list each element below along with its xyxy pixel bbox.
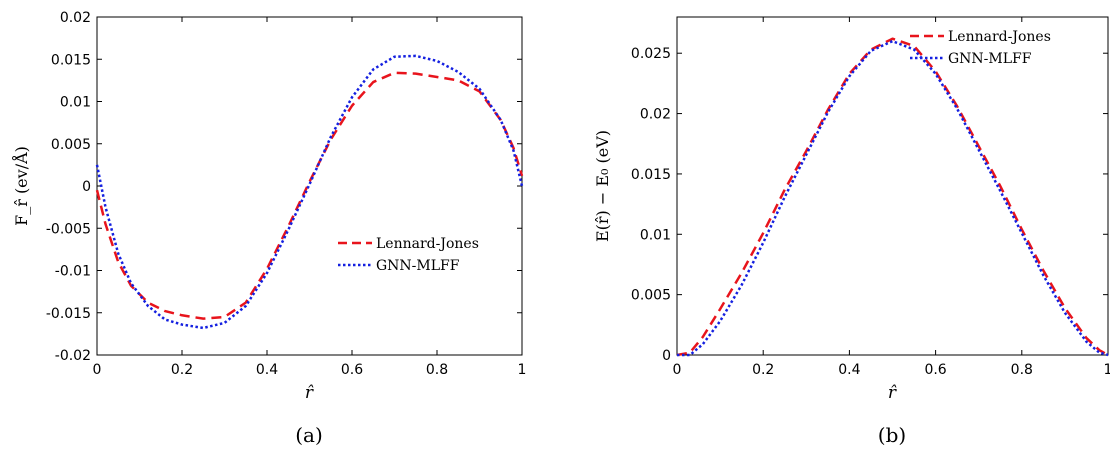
chart-b-series-gnn-mlff-line bbox=[677, 39, 1109, 357]
chart-a-xtick-label: 1 bbox=[518, 362, 527, 378]
legend-b-lj-label: Lennard-Jones bbox=[948, 29, 1051, 45]
chart-a-ytick-label: -0.005 bbox=[46, 221, 91, 237]
chart-b-xlabel: r̂ bbox=[888, 383, 897, 403]
chart-b-xtick-label: 0 bbox=[673, 362, 682, 378]
chart-a-ytick-label: 0.01 bbox=[60, 95, 91, 111]
chart-b-frame bbox=[676, 16, 1109, 356]
chart-a-xtick-label: 0.8 bbox=[426, 362, 448, 378]
chart-a-xtick-label: 0.4 bbox=[256, 362, 278, 378]
chart-a-legend: Lennard-Jones GNN-MLFF bbox=[338, 236, 479, 274]
chart-a-xtick-label: 0 bbox=[93, 362, 102, 378]
legend-a-gnn-label: GNN-MLFF bbox=[376, 258, 460, 274]
chart-b-xtick-label: 1 bbox=[1104, 362, 1110, 378]
chart-a-xtick-label: 0.2 bbox=[171, 362, 193, 378]
chart-b-xtick-label: 0.2 bbox=[752, 362, 774, 378]
chart-a-xlabel: r̂ bbox=[305, 383, 314, 403]
chart-b-caption: (b) bbox=[878, 423, 906, 447]
chart-b-ytick-label: 0.025 bbox=[631, 46, 671, 62]
chart-b-ytick-label: 0 bbox=[662, 348, 671, 364]
legend-a-lj-label: Lennard-Jones bbox=[376, 236, 479, 252]
chart-a-caption: (a) bbox=[295, 423, 323, 447]
chart-a-series-gnn-mlff-line bbox=[95, 54, 524, 330]
chart-a-ytick-label: -0.01 bbox=[55, 264, 91, 280]
chart-a-xtick-label: 0.6 bbox=[341, 362, 363, 378]
chart-b-ytick-label: 0.01 bbox=[640, 227, 671, 243]
chart-b: 0 0.2 0.4 0.6 0.8 1 0 0.005 0.01 0.015 0.02 0.025 r… bbox=[593, 16, 1110, 447]
chart-a: 0 0.2 0.4 0.6 0.8 1 -0.02 -0.015 -0.01 -0.005 0 0.0… bbox=[11, 10, 526, 447]
chart-a-frame bbox=[96, 16, 523, 356]
chart-a-series-lennard-jones-line bbox=[95, 71, 524, 320]
chart-b-xtick-label: 0.6 bbox=[924, 362, 946, 378]
legend-b-gnn-label: GNN-MLFF bbox=[948, 51, 1032, 67]
chart-b-ytick-label: 0.005 bbox=[631, 288, 671, 304]
chart-a-ytick-label: 0.015 bbox=[51, 52, 91, 68]
chart-a-ytick-label: 0.005 bbox=[51, 137, 91, 153]
chart-b-xtick-label: 0.8 bbox=[1011, 362, 1033, 378]
chart-b-xtick-label: 0.4 bbox=[838, 362, 860, 378]
chart-a-ytick-label: 0 bbox=[82, 179, 91, 195]
chart-a-ylabel: F_r̂ (ev/Å) bbox=[11, 146, 31, 226]
chart-b-legend: Lennard-Jones GNN-MLFF bbox=[910, 29, 1051, 67]
chart-b-ytick-label: 0.02 bbox=[640, 107, 671, 123]
chart-b-ylabel: E(r̂) − E₀ (eV) bbox=[593, 130, 612, 242]
chart-a-ytick-label: -0.015 bbox=[46, 306, 91, 322]
chart-b-series-lennard-jones-line bbox=[676, 37, 1109, 357]
chart-a-ytick-label: -0.02 bbox=[55, 348, 91, 364]
chart-a-ytick-label: 0.02 bbox=[60, 10, 91, 26]
chart-b-ytick-label: 0.015 bbox=[631, 167, 671, 183]
